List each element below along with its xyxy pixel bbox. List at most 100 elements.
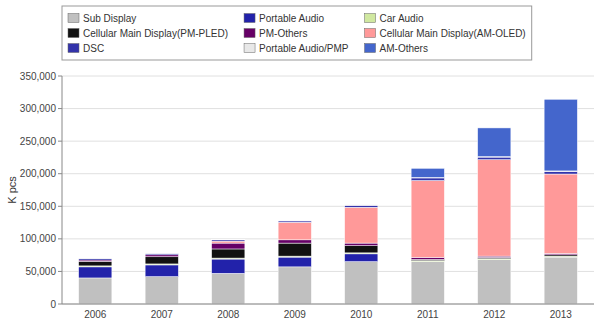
y-tick [58, 271, 62, 272]
bar-segment [544, 174, 577, 253]
bar-segment [212, 239, 245, 241]
bar-segment [411, 168, 444, 177]
bar-segment [79, 258, 112, 259]
grid-line [62, 238, 594, 239]
bar-segment [278, 220, 311, 222]
series [79, 157, 578, 260]
bar-segment [544, 99, 577, 171]
y-tick-label: 300,000 [20, 103, 57, 114]
y-tick-label: 150,000 [20, 201, 57, 212]
bar-segment [345, 205, 378, 207]
bar-segment [145, 252, 178, 254]
bar-segment [411, 178, 444, 181]
x-tick-label: 2012 [483, 309, 506, 320]
bar-segment [345, 246, 378, 253]
x-tick-label: 2011 [417, 309, 439, 320]
legend-label: Portable Audio [259, 13, 324, 24]
grid-line [62, 304, 594, 305]
bar-segment [411, 261, 444, 262]
y-tick [58, 173, 62, 174]
legend-label: Cellular Main Display(PM-PLED) [83, 28, 228, 39]
legend-label: AM-Others [380, 43, 428, 54]
bar-segment [345, 204, 378, 205]
bar-segment [212, 239, 245, 240]
bar-segment [278, 267, 311, 304]
y-axis-label: K pcs [6, 176, 18, 204]
bar-segment [145, 257, 178, 264]
legend-swatch [68, 14, 79, 23]
grid-line [62, 141, 594, 142]
legend: Sub Display Portable Audio Car Audio Cellul… [62, 6, 532, 60]
bar-segment [145, 254, 178, 255]
legend-label: Sub Display [83, 13, 136, 24]
x-axis-line [62, 304, 594, 305]
bar-segment [345, 207, 378, 243]
bar-segment [278, 221, 311, 222]
grid-line [62, 108, 594, 109]
legend-label: DSC [83, 43, 104, 54]
x-tick-label: 2010 [350, 309, 373, 320]
bar-segment [345, 262, 378, 304]
bar-segment [411, 257, 444, 259]
legend-swatch [244, 14, 255, 23]
bar-segment [79, 261, 112, 266]
bar-segment [544, 256, 577, 258]
x-tick-label: 2009 [284, 309, 307, 320]
y-axis-line [62, 76, 63, 304]
bar-segment [544, 257, 577, 258]
legend-swatch [68, 44, 79, 53]
bars [79, 99, 578, 304]
legend-swatch [365, 29, 376, 38]
bar-segment [79, 278, 112, 304]
bar-segment [411, 260, 444, 262]
bar-segment [345, 204, 378, 206]
grid-line [62, 206, 594, 207]
legend-label: Portable Audio/PMP [259, 43, 349, 54]
bar-segment [79, 267, 112, 278]
x-tick-label: 2006 [84, 309, 107, 320]
bar-segment [212, 259, 245, 273]
legend-swatch [68, 29, 79, 38]
bar-segment [345, 243, 378, 246]
grid-line [62, 271, 594, 272]
bar-segment [145, 255, 178, 257]
legend-swatch [365, 14, 376, 23]
y-tick-label: 50,000 [25, 266, 56, 277]
bar-segment [278, 222, 311, 240]
y-tick [58, 238, 62, 239]
y-tick [58, 304, 62, 305]
series [212, 160, 578, 258]
legend-swatch [244, 29, 255, 38]
x-tick-label: 2008 [217, 309, 240, 320]
series [411, 99, 577, 177]
bar-segment [79, 258, 112, 260]
bar-segment [212, 273, 245, 304]
legend-label: PM-Others [259, 28, 307, 39]
bar-segment [278, 240, 311, 243]
bar-segment [345, 254, 378, 262]
series [79, 257, 578, 304]
bar-segment [411, 181, 444, 258]
bar-segment [544, 171, 577, 174]
legend-swatch [244, 44, 255, 53]
bar-segment [212, 241, 245, 243]
legend-label: Cellular Main Display(AM-OLED) [380, 28, 526, 39]
legend-frame [62, 6, 532, 60]
y-tick-label: 350,000 [20, 71, 57, 82]
y-tick [58, 76, 62, 77]
x-tick-label: 2013 [550, 309, 573, 320]
y-tick-label: 200,000 [20, 168, 57, 179]
grid-line [62, 76, 594, 77]
bar-segment [411, 262, 444, 304]
y-tick [58, 141, 62, 142]
series [79, 157, 578, 259]
legend-swatch [365, 44, 376, 53]
x-tick-label: 2007 [151, 309, 174, 320]
legend-label: Car Audio [380, 13, 424, 24]
bar-segment [278, 257, 311, 267]
bar-segment [278, 243, 311, 256]
bar-segment [145, 254, 178, 255]
bar-segment [145, 252, 178, 253]
y-tick [58, 108, 62, 109]
bar-segment [79, 259, 112, 260]
